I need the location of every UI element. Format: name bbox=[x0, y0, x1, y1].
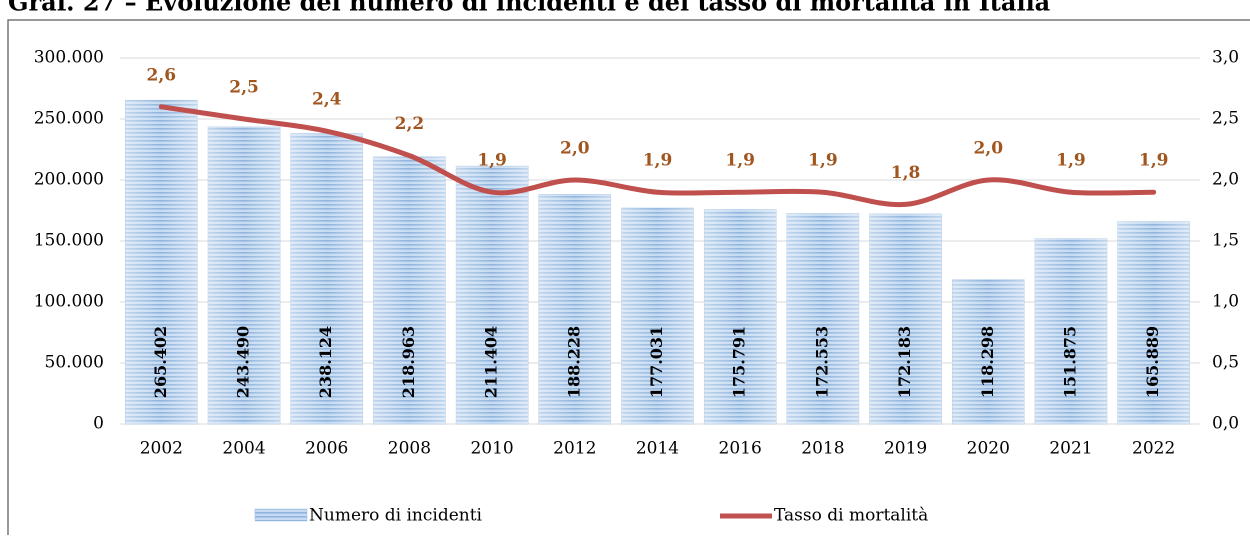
bar-shade bbox=[704, 209, 777, 424]
bar-shade bbox=[1034, 238, 1107, 424]
bar-shade bbox=[373, 156, 446, 424]
x-tick-label: 2008 bbox=[388, 439, 431, 459]
y2-tick-label: 3,0 bbox=[1212, 48, 1239, 68]
bar-shade bbox=[538, 194, 611, 424]
bar-value-label: 211.404 bbox=[482, 326, 501, 398]
x-tick-label: 2022 bbox=[1132, 439, 1175, 459]
y2-tick-label: 0,0 bbox=[1212, 414, 1239, 434]
chart-title: Graf. 27 – Evoluzione del numero di inci… bbox=[8, 0, 1050, 17]
bar-value-label: 172.183 bbox=[895, 326, 914, 398]
bar-value-label: 218.963 bbox=[399, 326, 418, 398]
line-value-label: 1,9 bbox=[1139, 151, 1169, 171]
x-tick-label: 2002 bbox=[140, 439, 183, 459]
line-value-label: 1,9 bbox=[1056, 151, 1086, 171]
x-tick-label: 2014 bbox=[636, 439, 679, 459]
line-value-label: 1,9 bbox=[477, 151, 507, 171]
line-value-label: 2,4 bbox=[312, 90, 342, 110]
bar-shade bbox=[621, 208, 694, 424]
bar-value-label: 243.490 bbox=[234, 326, 253, 398]
line-value-label: 2,0 bbox=[560, 139, 590, 159]
x-tick-label: 2020 bbox=[967, 439, 1010, 459]
bar-shade bbox=[290, 133, 363, 425]
bar-value-label: 188.228 bbox=[564, 326, 583, 398]
bar-shade bbox=[869, 213, 942, 424]
line-value-label: 2,6 bbox=[147, 65, 177, 85]
y-tick-label: 0 bbox=[93, 414, 104, 434]
x-tick-label: 2016 bbox=[719, 439, 762, 459]
y-tick-label: 50.000 bbox=[45, 353, 104, 373]
line-value-label: 2,2 bbox=[395, 114, 425, 134]
y-tick-label: 150.000 bbox=[34, 231, 104, 251]
y2-tick-label: 1,0 bbox=[1212, 292, 1239, 312]
bar-value-label: 175.791 bbox=[730, 326, 749, 398]
bar-shade bbox=[786, 213, 859, 424]
x-tick-label: 2010 bbox=[470, 439, 513, 459]
line-value-label: 1,9 bbox=[725, 151, 755, 171]
bar-shade bbox=[1117, 221, 1190, 424]
line bbox=[158, 104, 1157, 208]
legend-label: Numero di incidenti bbox=[309, 506, 483, 526]
bar-value-label: 118.298 bbox=[978, 326, 997, 398]
y2-tick-label: 1,5 bbox=[1212, 231, 1239, 251]
y2-tick-label: 0,5 bbox=[1212, 353, 1239, 373]
x-tick-label: 2006 bbox=[305, 439, 348, 459]
line-value-label: 1,9 bbox=[643, 151, 673, 171]
x-tick-label: 2004 bbox=[222, 439, 265, 459]
y-tick-label: 250.000 bbox=[34, 109, 104, 129]
bar-value-label: 238.124 bbox=[316, 326, 335, 398]
line-value-label: 1,9 bbox=[808, 151, 838, 171]
line-value-label: 2,0 bbox=[973, 139, 1003, 159]
y-tick-label: 300.000 bbox=[34, 48, 104, 68]
bar-value-label: 177.031 bbox=[647, 326, 666, 398]
y-tick-label: 100.000 bbox=[34, 292, 104, 312]
x-tick-label: 2019 bbox=[884, 439, 927, 459]
line-value-label: 2,5 bbox=[229, 78, 259, 98]
bar-value-label: 265.402 bbox=[151, 326, 170, 398]
x-tick-label: 2012 bbox=[553, 439, 596, 459]
legend-label: Tasso di mortalità bbox=[774, 506, 928, 526]
x-tick-label: 2021 bbox=[1049, 439, 1092, 459]
legend-swatch bbox=[254, 508, 308, 522]
bar-shade bbox=[125, 100, 198, 424]
x-tick-label: 2018 bbox=[801, 439, 844, 459]
bar-shade bbox=[952, 279, 1025, 424]
bar-value-label: 172.553 bbox=[812, 326, 831, 398]
frame bbox=[7, 19, 1250, 539]
y2-tick-label: 2,0 bbox=[1212, 170, 1239, 190]
line-value-label: 1,8 bbox=[891, 163, 921, 183]
y2-tick-label: 2,5 bbox=[1212, 109, 1239, 129]
y-tick-label: 200.000 bbox=[34, 170, 104, 190]
bar-shade bbox=[208, 126, 281, 424]
bar-value-label: 151.875 bbox=[1060, 326, 1079, 398]
bar-shade bbox=[456, 166, 529, 425]
bar-value-label: 165.889 bbox=[1143, 326, 1162, 398]
